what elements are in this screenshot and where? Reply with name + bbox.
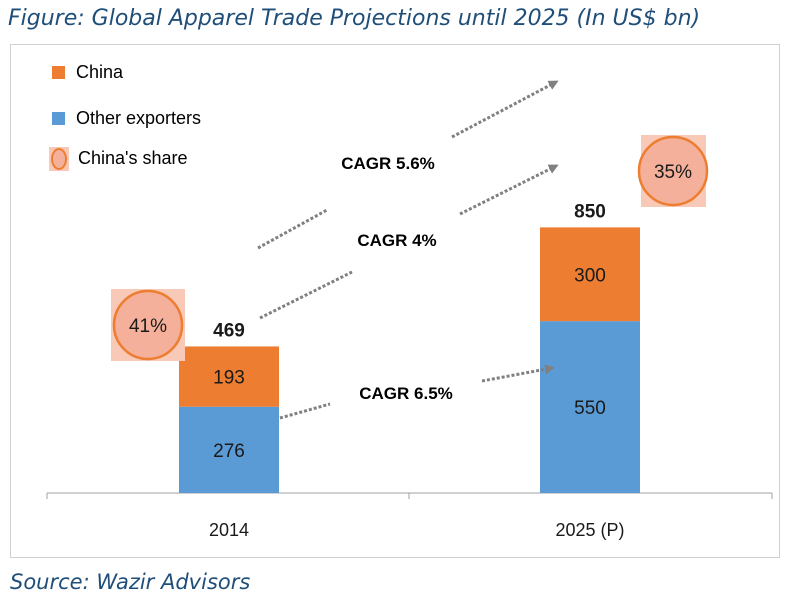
- share-label-2014: 41%: [129, 316, 167, 337]
- share-badge-circle-2014: [112, 289, 184, 361]
- cagr-arrow-china-upper: [459, 164, 559, 216]
- legend-swatch-china: [52, 66, 65, 79]
- cagr-arrow-china-lower: [259, 270, 353, 320]
- legend-swatch-share-circle: [51, 148, 67, 170]
- data-label-china-2025: 300: [574, 265, 606, 286]
- share-label-2025: 35%: [654, 162, 692, 183]
- share-badge-circle-2025: [637, 135, 709, 207]
- data-label-other-2014: 276: [213, 441, 245, 462]
- cagr-arrow-total-upper: [451, 80, 559, 139]
- bar-china-2014: [179, 346, 279, 407]
- cagr-arrow-other-lower: [279, 402, 331, 420]
- category-label-2014: 2014: [209, 520, 249, 540]
- legend-label-china: China: [76, 62, 124, 82]
- bar-other-exporters-2014: [179, 406, 279, 493]
- source-note: Source: Wazir Advisors: [10, 570, 251, 594]
- legend-label-other: Other exporters: [76, 108, 201, 128]
- total-label-2025: 850: [574, 201, 606, 222]
- chart-title: Figure: Global Apparel Trade Projections…: [8, 6, 701, 31]
- bar-other-exporters-2025: [540, 321, 640, 493]
- legend-swatch-other: [52, 112, 65, 125]
- cagr-arrow-other-upper: [481, 364, 555, 383]
- bar-china-2025: [540, 227, 640, 322]
- cagr-arrow-total-lower: [257, 208, 328, 250]
- legend-label-share: China's share: [78, 148, 188, 168]
- category-label-2025: 2025 (P): [555, 520, 624, 540]
- cagr-label-other: CAGR 6.5%: [359, 384, 453, 403]
- cagr-label-china: CAGR 4%: [357, 231, 436, 250]
- data-label-china-2014: 193: [213, 368, 245, 389]
- total-label-2014: 469: [213, 320, 245, 341]
- cagr-label-total: CAGR 5.6%: [341, 154, 435, 173]
- data-label-other-2025: 550: [574, 398, 606, 419]
